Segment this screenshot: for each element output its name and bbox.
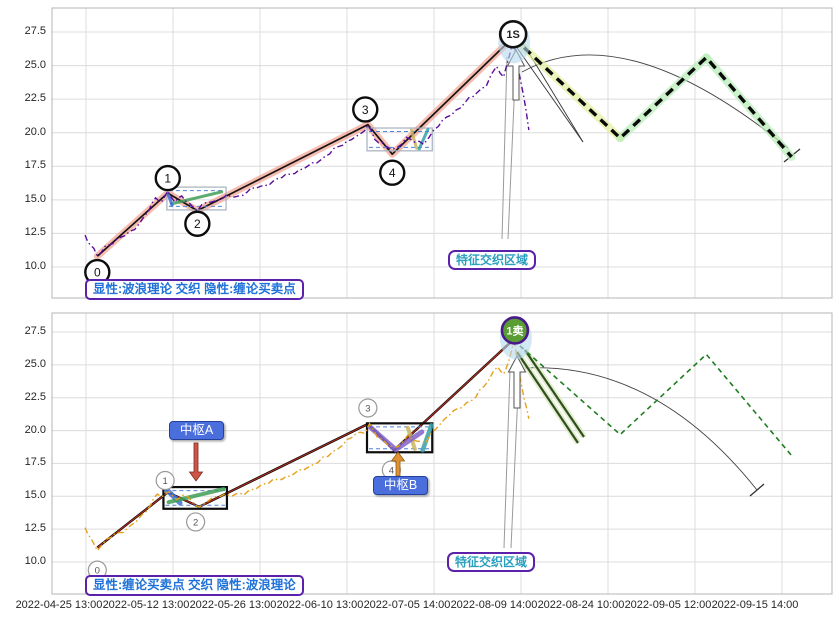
y-tick-label: 17.5 — [24, 456, 46, 469]
wedge-line — [512, 41, 584, 143]
projection-line — [512, 339, 793, 457]
region-label-bottom: 特征交织区域 — [447, 552, 536, 572]
x-tick-label: 2022-04-25 13:00 — [15, 599, 103, 611]
peak-leader-line — [501, 56, 508, 240]
y-tick-label: 25.0 — [24, 58, 46, 71]
legend-box-bottom: 显性:缠论买卖点 交织 隐性:波浪理论 — [85, 575, 304, 596]
projection-line — [512, 36, 793, 158]
peak-marker-label: 1S — [506, 29, 519, 41]
y-tick-label: 10.0 — [24, 555, 46, 567]
pivot-inner-segment — [417, 127, 430, 151]
x-tick-label: 2022-08-09 14:00 — [450, 599, 538, 611]
arrow-down-icon — [188, 442, 204, 482]
wave-marker-circle — [352, 96, 379, 123]
pivot-inner-segment — [169, 190, 224, 206]
peak-marker-label: 1卖 — [506, 323, 523, 337]
pivot-inner-segment — [166, 487, 226, 505]
pivot-inner-segment — [420, 423, 434, 453]
trend-core — [96, 339, 514, 549]
price-line — [84, 339, 530, 552]
x-tick-label: 2022-09-05 12:00 — [624, 599, 712, 611]
y-tick-label: 25.0 — [24, 357, 46, 370]
pivot-box — [366, 127, 433, 152]
wave-marker-circle — [154, 164, 181, 192]
y-tick-label: 10.0 — [24, 260, 46, 272]
wave-marker-label: 0 — [94, 265, 101, 279]
wave-marker-label: 1 — [164, 171, 171, 185]
y-tick-label: 15.0 — [24, 489, 46, 502]
up-arrow-icon — [507, 354, 527, 409]
y-tick-label: 20.0 — [24, 423, 46, 436]
pivot-inner-segment — [166, 191, 174, 207]
pivot-inner-segment — [367, 424, 425, 453]
pivot-button-arrows — [188, 442, 406, 482]
plot-frame — [51, 7, 833, 299]
x-tick-label: 2022-06-10 13:00 — [276, 599, 364, 611]
y-tick-label: 15.0 — [24, 192, 46, 205]
panel-chan-explicit: 0 1 2 3 4 1卖 — [51, 312, 833, 595]
wave-marker-circle — [184, 210, 211, 237]
wave-marker-label: 2 — [193, 517, 198, 528]
y-tick-label: 17.5 — [24, 159, 46, 172]
trend-line — [96, 339, 514, 549]
x-tick-label: 2022-05-26 13:00 — [189, 599, 277, 611]
wedge-line — [524, 349, 585, 438]
y-tick-label: 27.5 — [24, 25, 46, 37]
trend-glow — [93, 33, 517, 260]
y-tick-label: 27.5 — [24, 325, 46, 337]
trend-line — [96, 36, 514, 257]
wave-marker-circle — [155, 470, 175, 491]
pivot-inner-segment — [409, 128, 419, 150]
peak-leader-line — [503, 369, 511, 549]
pivot-box — [162, 485, 229, 510]
x-tick-label: 2022-05-12 13:00 — [102, 599, 190, 611]
y-tick-label: 22.5 — [24, 92, 46, 105]
y-tick-label: 12.5 — [24, 226, 46, 239]
panel-wave-explicit: 0 1 2 3 4 1S — [51, 7, 833, 299]
projection-arc — [521, 54, 789, 149]
x-tick-label: 2022-09-15 14:00 — [711, 599, 799, 611]
price-line — [84, 39, 530, 257]
arrow-up-icon — [390, 451, 406, 477]
x-tick-label: 2022-08-24 10:00 — [537, 599, 625, 611]
peak-marker-circle — [498, 19, 528, 49]
region-label-top: 特征交织区域 — [448, 250, 537, 270]
peak-marker-circle — [500, 316, 530, 345]
legend-box-top: 显性:波浪理论 交织 隐性:缠论买卖点 — [85, 279, 304, 300]
y-tick-label: 12.5 — [24, 522, 46, 535]
wave-marker-label: 4 — [389, 465, 394, 476]
pivot-box — [365, 422, 434, 454]
pivot-a-button: 中枢A — [169, 421, 224, 440]
wave-marker-label: 0 — [95, 566, 100, 577]
wave-marker-label: 4 — [389, 166, 396, 180]
arc-end-tick — [749, 483, 765, 497]
wave-marker-circle — [186, 512, 206, 532]
wedge-line — [516, 351, 579, 444]
wave-marker-label: 3 — [365, 403, 370, 414]
wave-marker-circle — [358, 398, 378, 418]
x-tick-label: 2022-07-05 14:00 — [363, 599, 451, 611]
wave-marker-circle — [379, 159, 406, 186]
y-tick-label: 22.5 — [24, 390, 46, 403]
wave-marker-label: 2 — [194, 217, 201, 231]
projection-arc — [524, 367, 758, 491]
wave-marker-label: 3 — [362, 103, 369, 117]
pivot-b-button: 中枢B — [373, 476, 428, 495]
y-tick-label: 20.0 — [24, 125, 46, 138]
wave-marker-label: 1 — [163, 476, 168, 487]
plot-frame — [51, 312, 833, 595]
